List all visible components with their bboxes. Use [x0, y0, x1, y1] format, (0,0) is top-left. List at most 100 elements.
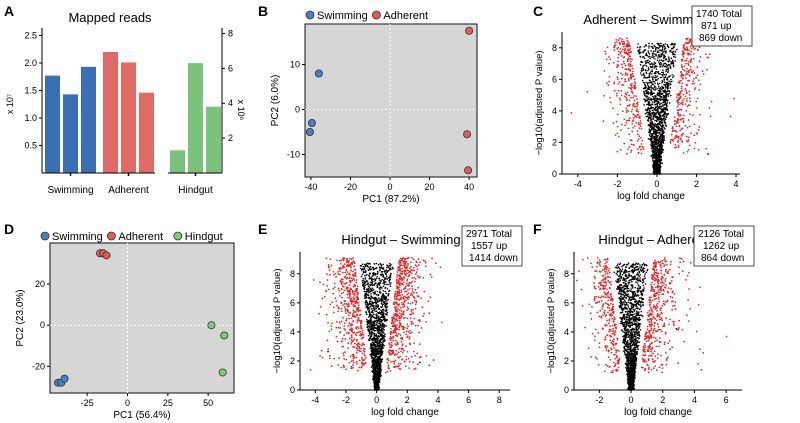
x-tick-label: -4: [574, 179, 582, 189]
point-significant-down: [636, 148, 639, 150]
point-not-significant: [370, 308, 373, 310]
point-significant-up: [677, 98, 680, 101]
point-significant-down: [621, 40, 623, 43]
point-significant-down: [327, 264, 330, 266]
point-significant-up: [689, 113, 691, 116]
point-not-significant: [652, 98, 654, 101]
point-not-significant: [657, 110, 660, 112]
point-significant-up: [680, 133, 683, 136]
point-significant-up: [394, 359, 397, 362]
point-not-significant: [657, 149, 659, 152]
point-not-significant: [653, 138, 656, 140]
point-not-significant: [376, 270, 379, 273]
point-not-significant: [374, 367, 376, 369]
point-not-significant: [660, 151, 663, 153]
point-not-significant: [375, 341, 378, 344]
point-not-significant: [654, 156, 656, 159]
point-not-significant: [664, 55, 666, 58]
point-not-significant: [642, 51, 644, 54]
point-not-significant: [367, 294, 370, 297]
point-significant-up: [409, 294, 412, 297]
point-not-significant: [656, 156, 659, 159]
point-not-significant: [387, 266, 390, 269]
point-not-significant: [659, 49, 661, 51]
point-not-significant: [666, 105, 668, 108]
point-significant-down: [321, 297, 324, 300]
point-not-significant: [653, 161, 655, 163]
point-not-significant: [655, 119, 658, 122]
point-significant-down: [632, 126, 634, 129]
point-significant-up: [692, 52, 695, 55]
point-significant-up: [686, 105, 689, 108]
point-significant-down: [329, 303, 332, 306]
point-significant-up: [689, 53, 692, 56]
point-not-significant: [649, 72, 651, 74]
point-not-significant: [646, 99, 648, 102]
point-significant-up: [682, 93, 685, 96]
point-not-significant: [378, 368, 381, 371]
x-tick-label: 0: [125, 398, 130, 408]
point-not-significant: [665, 50, 667, 52]
point-not-significant: [378, 318, 380, 320]
point-significant-down: [343, 300, 346, 302]
point-significant-down: [358, 347, 361, 349]
point-not-significant: [379, 370, 382, 373]
point-significant-up: [399, 368, 402, 370]
point-significant-down: [335, 276, 337, 278]
point-significant-up: [386, 358, 388, 361]
point-significant-down: [616, 150, 619, 153]
point-not-significant: [671, 62, 673, 65]
point-significant-down: [602, 120, 605, 122]
point-significant-down: [337, 310, 339, 313]
point-significant-up: [674, 120, 676, 123]
point-significant-down: [636, 105, 638, 108]
point-not-significant: [375, 314, 378, 316]
point-not-significant: [374, 299, 377, 302]
point-significant-up: [405, 355, 408, 358]
point-significant-down: [355, 301, 357, 304]
point-significant-down: [350, 288, 353, 290]
x-tick-label: 50: [203, 398, 213, 408]
point-significant-down: [337, 270, 339, 273]
point-not-significant: [371, 363, 374, 366]
point-not-significant: [658, 106, 660, 108]
point-significant-down: [625, 52, 628, 55]
point-not-significant: [384, 339, 386, 342]
point-not-significant: [652, 57, 654, 59]
plot-area: [304, 23, 478, 178]
point-not-significant: [659, 115, 661, 117]
point-significant-down: [340, 366, 342, 369]
point-not-significant: [652, 153, 654, 155]
point-not-significant: [369, 300, 371, 303]
point-not-significant: [662, 89, 664, 92]
point-not-significant: [646, 91, 648, 94]
point-significant-up: [689, 100, 692, 103]
point-significant-down: [636, 108, 639, 111]
point-not-significant: [376, 323, 378, 326]
point-significant-up: [677, 101, 679, 104]
point-significant-up: [407, 256, 410, 259]
point-significant-down: [319, 281, 321, 284]
point-not-significant: [652, 95, 654, 98]
point-not-significant: [378, 297, 380, 299]
point-not-significant: [370, 316, 372, 318]
point-significant-down: [626, 104, 629, 107]
point-not-significant: [666, 78, 668, 80]
point-not-significant: [372, 328, 374, 331]
point-not-significant: [377, 329, 380, 331]
point-not-significant: [661, 146, 663, 149]
point-significant-up: [394, 320, 396, 323]
point-not-significant: [375, 307, 378, 310]
point-significant-up: [683, 52, 686, 55]
point-significant-up: [394, 290, 397, 293]
point-not-significant: [651, 147, 653, 150]
point-significant-up: [410, 261, 412, 264]
point-not-significant: [654, 46, 656, 48]
point-not-significant: [381, 346, 383, 348]
point-significant-down: [630, 151, 632, 153]
point-not-significant: [653, 72, 656, 75]
point-significant-up: [406, 278, 409, 281]
point-not-significant: [657, 47, 660, 49]
point-not-significant: [648, 134, 651, 136]
point-significant-down: [352, 353, 355, 356]
